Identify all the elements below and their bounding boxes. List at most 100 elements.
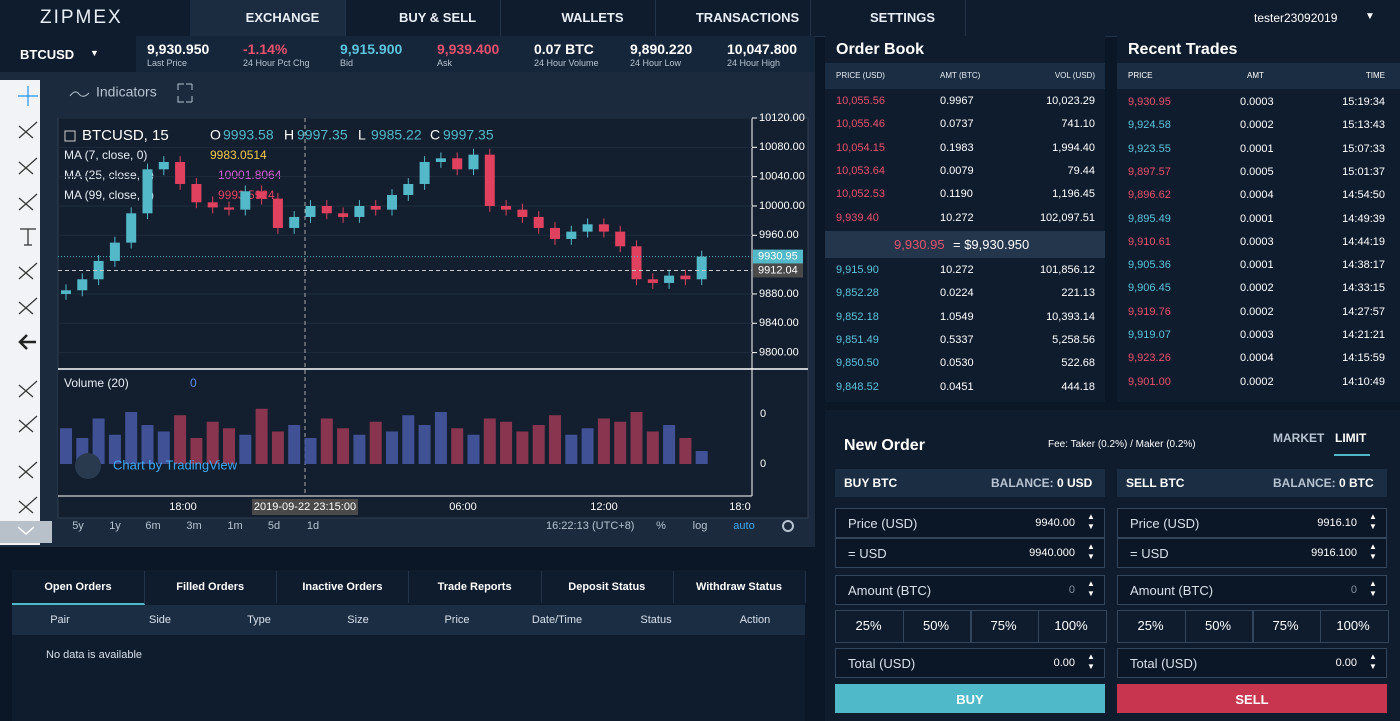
volume-bar — [353, 434, 366, 464]
book-price: 9,850.50 — [836, 357, 879, 370]
time-tick-label: 18:0 — [729, 501, 750, 513]
input-label: Amount (BTC) — [1130, 583, 1214, 598]
column-header: TIME — [1365, 71, 1385, 80]
time-tick-label: 18:00 — [169, 501, 197, 513]
orders-tab-label: Open Orders — [44, 581, 112, 593]
range-button[interactable]: 5d — [268, 520, 280, 532]
range-button[interactable]: 1m — [227, 520, 242, 532]
nav-tab[interactable] — [500, 0, 656, 36]
trade-amount: 0.0001 — [1240, 212, 1274, 225]
trade-time: 15:13:43 — [1342, 119, 1385, 132]
volume-bar — [483, 418, 496, 464]
orders-tab[interactable] — [12, 571, 145, 605]
percent-button[interactable] — [1319, 610, 1389, 643]
mid-price-usd: = $9,930.950 — [953, 237, 1030, 252]
percent-button[interactable] — [1037, 610, 1107, 643]
candle-body — [615, 231, 626, 247]
volume-bar — [402, 415, 415, 464]
percent-button[interactable] — [835, 610, 904, 643]
percent-button[interactable] — [1252, 610, 1321, 643]
tool-icon — [18, 297, 38, 315]
nav-tab[interactable] — [810, 0, 966, 36]
percent-button[interactable] — [970, 610, 1039, 643]
orders-tab[interactable] — [144, 571, 278, 603]
orders-tab[interactable] — [409, 571, 542, 603]
range-button[interactable]: 6m — [145, 520, 160, 532]
trade-time: 14:54:50 — [1342, 189, 1385, 202]
candle-body — [207, 202, 218, 208]
input-field[interactable] — [1117, 575, 1387, 605]
orders-tab-label: Trade Reports — [437, 581, 512, 593]
volume-bar — [386, 431, 398, 464]
time-tick-label: 06:00 — [449, 501, 477, 513]
candle-body — [533, 216, 544, 228]
price-tick-label: 9880.00 — [759, 288, 799, 300]
trade-time: 15:01:37 — [1342, 165, 1385, 178]
clock: 16:22:13 — [546, 520, 589, 532]
volume-bar — [255, 408, 268, 464]
percent-button[interactable] — [1117, 610, 1186, 643]
stat-label: 24 Hour High — [727, 58, 781, 68]
nav-tab[interactable] — [345, 0, 501, 36]
candle-body — [272, 198, 283, 228]
stat-value: -1.14% — [243, 41, 288, 57]
volume-bar — [288, 425, 301, 464]
volume-bar — [304, 438, 317, 464]
book-volume: 102,097.51 — [1039, 211, 1095, 224]
submit-button[interactable] — [835, 684, 1105, 713]
nav-tab-label: SETTINGS — [869, 10, 935, 25]
ohlc-value: 9997.35 — [443, 127, 494, 143]
submit-button[interactable] — [1117, 684, 1387, 713]
book-amount: 0.0451 — [940, 380, 974, 393]
candle-body — [419, 161, 430, 184]
candle-body — [93, 260, 104, 280]
orders-tab[interactable] — [673, 571, 806, 603]
mode-tab[interactable]: MARKET — [1273, 431, 1325, 445]
orders-tab[interactable] — [276, 571, 410, 603]
input-field[interactable] — [1117, 508, 1387, 538]
book-volume: 741.10 — [1061, 118, 1095, 131]
trade-amount: 0.0004 — [1240, 352, 1274, 365]
orders-tab-label: Deposit Status — [568, 581, 646, 593]
input-field[interactable] — [835, 575, 1105, 605]
mode-tab[interactable]: LIMIT — [1335, 431, 1367, 445]
book-volume: 444.18 — [1061, 380, 1095, 393]
candle-body — [452, 158, 463, 170]
price-tick-label: 10040.00 — [759, 171, 805, 183]
percent-button[interactable] — [1184, 610, 1254, 643]
spinner: ▲ ▼ — [1369, 652, 1377, 671]
pair-select[interactable]: BTCUSD — [20, 47, 75, 62]
nav-tab[interactable] — [655, 0, 811, 36]
input-field[interactable] — [1117, 648, 1387, 678]
trade-time: 14:10:49 — [1342, 375, 1385, 388]
input-field[interactable] — [835, 648, 1105, 678]
trade-amount: 0.0003 — [1240, 329, 1274, 341]
orders-tab[interactable] — [541, 571, 674, 603]
input-field[interactable] — [835, 508, 1105, 538]
orders-tab-label: Filled Orders — [176, 581, 245, 593]
mid-price-bg — [825, 231, 1105, 258]
cross-price-tag — [753, 263, 803, 278]
column-header: PRICE — [1128, 71, 1153, 80]
panel-title: New Order — [844, 437, 925, 454]
percent-button[interactable] — [902, 610, 972, 643]
volume-bar — [630, 412, 643, 464]
volume-bar — [206, 421, 219, 464]
tool-icon — [18, 380, 38, 398]
range-button[interactable]: 5y — [72, 520, 84, 532]
nav-tab[interactable] — [190, 0, 346, 36]
range-button[interactable]: 1d — [307, 520, 319, 532]
trade-price: 9,923.26 — [1128, 352, 1171, 365]
percent-label: 50% — [1204, 618, 1232, 633]
book-amount: 0.0079 — [940, 164, 974, 177]
candle-body — [289, 216, 300, 228]
book-price: 9,851.49 — [836, 333, 879, 346]
user-name[interactable]: tester23092019 — [1254, 11, 1338, 25]
range-button[interactable]: 1y — [109, 520, 121, 532]
price-tick-label: 10080.00 — [759, 141, 805, 153]
input-field[interactable] — [835, 538, 1105, 568]
range-button[interactable]: 3m — [186, 520, 201, 532]
book-price: 9,939.40 — [836, 211, 879, 224]
input-field[interactable] — [1117, 538, 1387, 568]
orders-column: Side — [148, 614, 172, 626]
